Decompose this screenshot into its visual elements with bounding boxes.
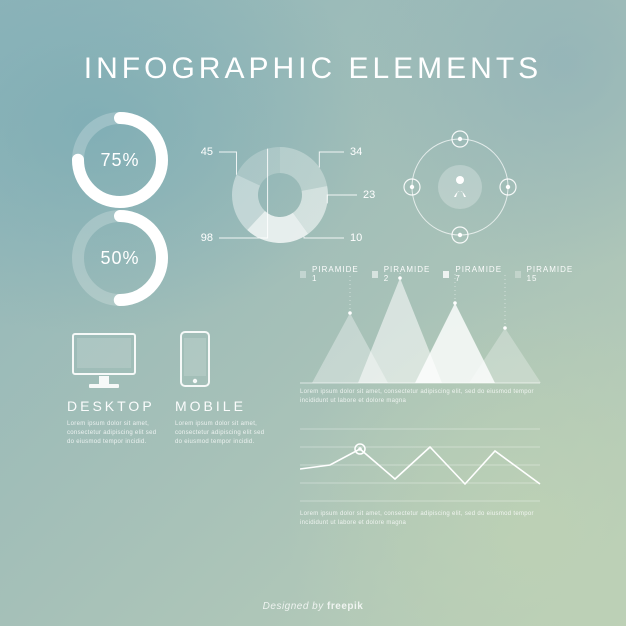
page-title: INFOGRAPHIC ELEMENTS: [0, 52, 626, 86]
svg-text:50%: 50%: [100, 248, 139, 268]
footer-credit: Designed by freepik: [0, 601, 626, 612]
ring-chart-50: 50%: [60, 198, 180, 318]
svg-text:23: 23: [363, 189, 375, 201]
svg-text:75%: 75%: [100, 150, 139, 170]
desktop-label: DESKTOP: [67, 398, 157, 414]
line-chart: [300, 425, 550, 505]
mobile-label: MOBILE: [175, 398, 265, 414]
legend-item: PIRAMIDE 15: [515, 265, 575, 283]
triangle-lorem: Lorem ipsum dolor sit amet, consectetur …: [300, 388, 540, 406]
legend-item: PIRAMIDE 2: [372, 265, 432, 283]
footer-prefix: Designed by: [263, 601, 327, 612]
desktop-icon: [67, 330, 141, 390]
svg-text:34: 34: [350, 146, 362, 158]
svg-text:10: 10: [350, 232, 362, 244]
line-lorem: Lorem ipsum dolor sit amet, consectetur …: [300, 510, 540, 528]
triangle-area-chart: [300, 265, 550, 385]
desktop-lorem: Lorem ipsum dolor sit amet, consectetur …: [67, 420, 157, 447]
mobile-icon: [175, 330, 215, 390]
legend-item: PIRAMIDE 7: [443, 265, 503, 283]
svg-text:45: 45: [201, 146, 213, 158]
footer-brand: freepik: [327, 601, 363, 612]
legend-item: PIRAMIDE 1: [300, 265, 360, 283]
mobile-lorem: Lorem ipsum dolor sit amet, consectetur …: [175, 420, 265, 447]
svg-text:98: 98: [201, 232, 213, 244]
donut-chart: 45 98 34 23 10: [185, 110, 385, 280]
orbit-diagram: [395, 122, 525, 252]
triangle-legend: PIRAMIDE 1 PIRAMIDE 2 PIRAMIDE 7 PIRAMID…: [300, 265, 550, 283]
